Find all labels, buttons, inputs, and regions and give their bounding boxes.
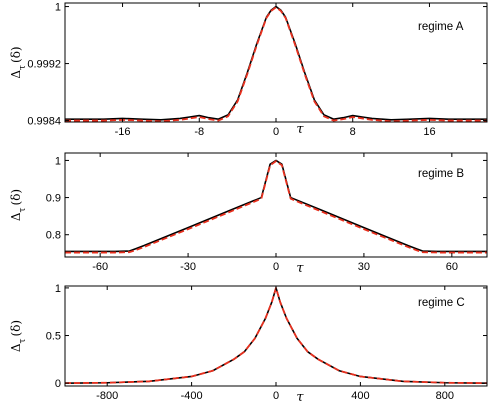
x-tick-label: -800 [96, 390, 118, 402]
y-tick-label: 0.9992 [27, 59, 61, 71]
x-axis-label: τ [296, 122, 304, 137]
x-tick-label: 0 [273, 126, 279, 138]
y-axis-label-main: Δ [9, 70, 23, 79]
regime-annotation: regime A [418, 21, 464, 33]
x-tick-label: 30 [358, 261, 370, 273]
y-axis-label-subscript: τ [18, 338, 28, 343]
y-axis-label-arg: (δ) [9, 46, 23, 63]
y-axis-label-subscript: τ [18, 207, 28, 212]
x-tick-label: -16 [115, 126, 131, 138]
y-axis-label-arg: (δ) [9, 189, 23, 206]
y-axis-label: Δτ(δ) [9, 189, 28, 221]
x-tick-label: 8 [350, 126, 356, 138]
x-tick-label: -400 [181, 390, 203, 402]
regime-annotation: regime B [418, 168, 464, 180]
y-tick-label: 1 [55, 155, 61, 167]
x-axis-label: τ [296, 261, 304, 276]
y-axis-label-main: Δ [9, 212, 23, 221]
y-tick-label: 0.9984 [27, 116, 61, 128]
y-tick-label: 0.9 [46, 193, 61, 205]
y-axis-label: Δτ(δ) [9, 320, 28, 352]
regime-annotation: regime C [418, 297, 465, 309]
x-tick-label: -8 [194, 126, 204, 138]
approx-curve [65, 6, 487, 122]
x-tick-label: 0 [273, 390, 279, 402]
x-axis-label: τ [296, 390, 304, 405]
approx-curve [65, 160, 487, 254]
y-tick-label: 0.8 [46, 230, 61, 242]
y-tick-label: 1 [55, 283, 61, 295]
x-tick-label: 0 [273, 261, 279, 273]
x-tick-label: -60 [92, 261, 108, 273]
x-tick-label: 60 [446, 261, 458, 273]
x-tick-label: -30 [180, 261, 196, 273]
x-tick-label: 16 [423, 126, 435, 138]
x-tick-label: 800 [436, 390, 454, 402]
y-tick-label: 1 [55, 2, 61, 14]
x-tick-label: 400 [351, 390, 369, 402]
y-tick-label: 0.5 [46, 331, 61, 343]
y-axis-label-subscript: τ [18, 65, 28, 70]
y-axis-label-arg: (δ) [9, 320, 23, 337]
y-axis-label: Δτ (δ) [9, 46, 28, 78]
y-axis-label-main: Δ [9, 343, 23, 352]
y-tick-label: 0 [55, 378, 61, 390]
